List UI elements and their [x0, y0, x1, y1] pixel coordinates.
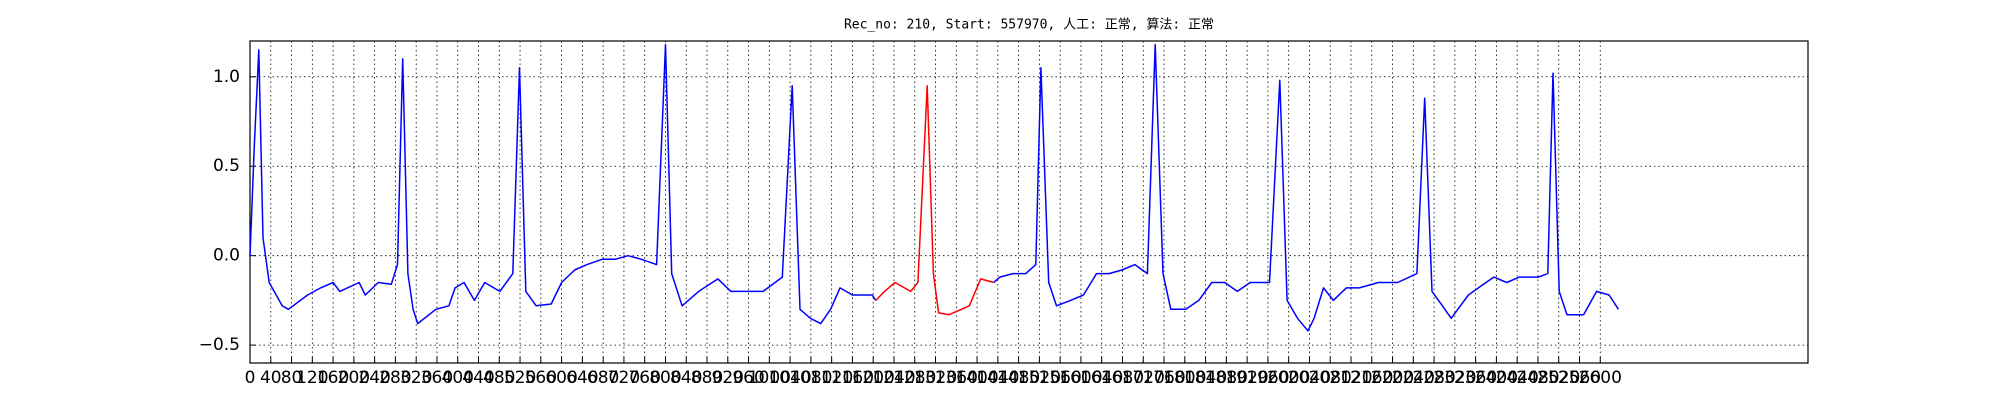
x-tick-label: 440	[462, 368, 494, 388]
x-tick-label: 2240	[1392, 368, 1435, 388]
x-tick-label: 120	[296, 368, 328, 388]
x-tick-label: 2080	[1309, 368, 1352, 388]
x-tick-label: 2320	[1433, 368, 1476, 388]
x-tick-label: 880	[691, 368, 723, 388]
x-tick-label: 2280	[1412, 368, 1455, 388]
x-tick-label: 560	[525, 368, 557, 388]
x-tick-label: 760	[628, 368, 660, 388]
plot-frame	[249, 40, 1809, 364]
x-tick-label: 2560	[1558, 368, 1601, 388]
x-tick-label: 2400	[1475, 368, 1518, 388]
x-tick-label: 240	[358, 368, 390, 388]
x-tick-label: 2360	[1454, 368, 1497, 388]
x-tick-label: 1720	[1122, 368, 1165, 388]
x-tick-label: 1600	[1059, 368, 1102, 388]
x-tick-label: 1320	[914, 368, 957, 388]
x-tick-label: 1560	[1039, 368, 1082, 388]
ecg-line	[249, 43, 877, 325]
x-tick-label: 1360	[935, 368, 978, 388]
x-tick-label: 720	[608, 368, 640, 388]
x-tick-label: 80	[281, 368, 303, 388]
x-tick-label: 160	[317, 368, 349, 388]
x-tick-label: 2120	[1329, 368, 1372, 388]
x-tick-label: 1840	[1184, 368, 1227, 388]
x-tick-label: 840	[670, 368, 702, 388]
x-tick-label: 1520	[1018, 368, 1061, 388]
chart-title: Rec_no: 210, Start: 557970, 人工: 正常, 算法: …	[844, 18, 1214, 33]
x-tick-label: 1960	[1246, 368, 1289, 388]
x-tick-label: 1280	[893, 368, 936, 388]
x-tick-label: 600	[545, 368, 577, 388]
y-tick-label: 0.5	[213, 156, 240, 176]
x-tick-label: 2520	[1537, 368, 1580, 388]
x-tick-label: 1120	[810, 368, 853, 388]
x-tick-label: 520	[504, 368, 536, 388]
x-tick-label: 2000	[1267, 368, 1310, 388]
x-tick-label: 800	[649, 368, 681, 388]
x-tick-label: 320	[400, 368, 432, 388]
x-tick-label: 680	[587, 368, 619, 388]
x-tick-label: 2200	[1371, 368, 1414, 388]
x-tick-label: 1480	[997, 368, 1040, 388]
x-tick-label: 0	[245, 368, 256, 388]
x-tick-label: 280	[379, 368, 411, 388]
x-tick-label: 1880	[1205, 368, 1248, 388]
x-tick-label: 2600	[1579, 368, 1622, 388]
x-tick-label: 40	[260, 368, 282, 388]
x-tick-label: 1800	[1163, 368, 1206, 388]
x-tick-label: 1080	[789, 368, 832, 388]
x-tick-label: 400	[442, 368, 474, 388]
ecg-line	[993, 43, 1620, 332]
x-tick-label: 1200	[852, 368, 895, 388]
x-tick-label: 2440	[1496, 368, 1539, 388]
x-tick-label: 1040	[768, 368, 811, 388]
x-tick-label: 920	[712, 368, 744, 388]
y-tick-label: −0.5	[199, 335, 240, 355]
x-tick-label: 1640	[1080, 368, 1123, 388]
ecg-line	[875, 84, 994, 316]
x-tick-label: 1160	[831, 368, 874, 388]
x-tick-label: 200	[338, 368, 370, 388]
x-tick-label: 1000	[748, 368, 791, 388]
x-tick-label: 1400	[955, 368, 998, 388]
x-tick-label: 1240	[872, 368, 915, 388]
x-tick-label: 1760	[1142, 368, 1185, 388]
x-tick-label: 480	[483, 368, 515, 388]
x-tick-label: 360	[421, 368, 453, 388]
x-tick-label: 640	[566, 368, 598, 388]
x-tick-label: 2160	[1350, 368, 1393, 388]
x-tick-label: 1680	[1101, 368, 1144, 388]
x-tick-label: 2040	[1288, 368, 1331, 388]
y-tick-label: 0.0	[213, 246, 240, 266]
x-tick-label: 960	[732, 368, 764, 388]
x-tick-label: 1440	[976, 368, 1019, 388]
x-tick-label: 2480	[1516, 368, 1559, 388]
x-tick-label: 1920	[1225, 368, 1268, 388]
y-tick-label: 1.0	[213, 67, 240, 87]
